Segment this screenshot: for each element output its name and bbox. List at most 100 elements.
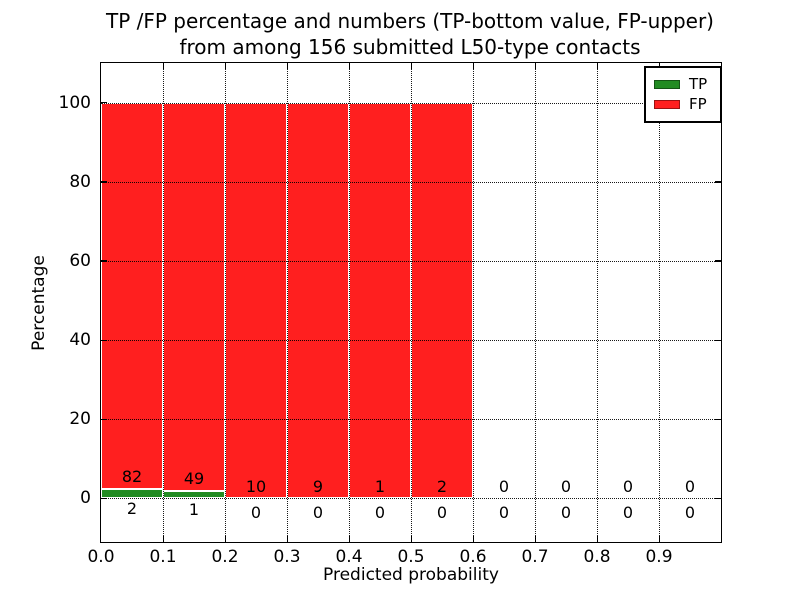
fp-bar-segment [287,102,349,499]
y-tick-mark-left [101,497,107,500]
x-tick-mark-bottom [534,536,536,542]
chart-title: TP /FP percentage and numbers (TP-bottom… [100,8,720,60]
legend-label-tp: TP [689,75,708,93]
tp-count-label: 1 [188,499,200,519]
tp-count-label: 0 [498,503,510,523]
x-tick-label: 0.7 [521,547,549,567]
legend-label-fp: FP [689,95,707,113]
fp-count-label: 49 [183,468,205,488]
chart-title-line1: TP /FP percentage and numbers (TP-bottom… [106,9,714,33]
fp-bar-segment [101,102,163,490]
x-tick-mark-bottom [410,536,412,542]
legend-item-tp: TP [654,76,714,93]
y-tick-label: 40 [69,330,91,351]
x-tick-mark-top [472,63,474,69]
gridline-vertical [597,63,598,542]
gridline-vertical [535,63,536,542]
x-tick-mark-bottom [224,536,226,542]
gridline-vertical [411,63,412,542]
tp-count-label: 0 [374,503,386,523]
x-tick-mark-top [162,63,164,69]
x-tick-mark-top [224,63,226,69]
y-tick-mark-left [101,339,107,341]
x-tick-mark-bottom [348,536,350,542]
tp-bar-segment [101,489,163,499]
gridline-horizontal [101,340,721,342]
tp-count-label: 0 [622,503,634,523]
x-tick-mark-bottom [472,536,474,542]
x-tick-mark-top [534,63,536,69]
y-tick-mark-right [715,418,721,421]
x-tick-mark-bottom [596,536,598,542]
y-tick-label: 20 [69,409,91,430]
x-tick-label: 0.1 [149,547,177,567]
gridline-vertical [287,63,288,542]
x-tick-mark-top [410,63,412,69]
tp-color-swatch [654,80,680,89]
x-tick-label: 0.3 [273,547,301,567]
x-tick-label: 0.6 [459,547,487,567]
tp-count-label: 0 [312,503,324,523]
y-tick-mark-right [715,260,721,262]
tp-count-label: 0 [250,503,262,523]
gridline-vertical [225,63,226,542]
plot-area: Percentage Predicted probability TP FP 0… [29,62,722,585]
tp-count-label: 0 [436,503,448,523]
x-tick-label: 0.4 [335,547,363,567]
fp-count-label: 82 [121,467,143,487]
tp-count-label: 2 [126,498,138,518]
gridline-horizontal [101,181,721,183]
fp-count-label: 0 [622,476,634,496]
gridline-vertical [163,63,164,542]
x-tick-label: 0.9 [645,547,673,567]
fp-count-label: 10 [245,476,267,496]
y-tick-mark-left [101,102,107,104]
fp-bar-segment [411,102,473,499]
gridline-vertical [659,63,660,542]
x-tick-mark-bottom [162,536,164,542]
gridline-vertical [349,63,350,542]
x-tick-mark-top [596,63,598,69]
fp-bar-segment [163,102,225,491]
fp-bar-segment [225,102,287,499]
tp-count-label: 0 [684,503,696,523]
x-tick-mark-top [348,63,350,69]
x-axis-label: Predicted probability [323,565,499,585]
y-tick-label: 100 [58,92,91,113]
x-tick-mark-bottom [658,536,660,542]
y-tick-mark-right [715,339,721,341]
gridline-horizontal [101,260,721,262]
legend-item-fp: FP [654,96,714,113]
x-tick-label: 0.0 [87,547,115,567]
x-tick-mark-bottom [286,536,288,542]
gridline-vertical [473,63,474,542]
y-tick-mark-right [715,181,721,183]
y-tick-mark-left [101,260,107,262]
y-tick-mark-left [101,418,107,421]
fp-count-label: 0 [560,476,572,496]
x-tick-label: 0.2 [211,547,239,567]
gridline-horizontal [101,419,721,421]
fp-count-label: 0 [684,476,696,496]
tp-count-label: 0 [560,503,572,523]
y-tick-mark-right [715,497,721,500]
x-tick-label: 0.8 [583,547,611,567]
fp-count-label: 9 [312,476,324,496]
gridline-horizontal [101,102,721,104]
x-tick-label: 0.5 [397,547,425,567]
fp-count-label: 2 [436,476,448,496]
fp-count-label: 0 [498,476,510,496]
tp-bar-segment [163,490,225,499]
gridline-horizontal [101,498,721,500]
fp-count-label: 1 [374,476,386,496]
chart-title-line2: from among 156 submitted L50-type contac… [179,35,641,59]
fp-color-swatch [654,100,680,109]
y-tick-label: 60 [69,250,91,271]
fp-bar-segment [349,102,411,499]
y-tick-label: 0 [80,488,91,509]
y-tick-label: 80 [69,171,91,192]
legend: TP FP [644,66,722,123]
y-tick-mark-left [101,181,107,183]
x-tick-mark-top [286,63,288,69]
